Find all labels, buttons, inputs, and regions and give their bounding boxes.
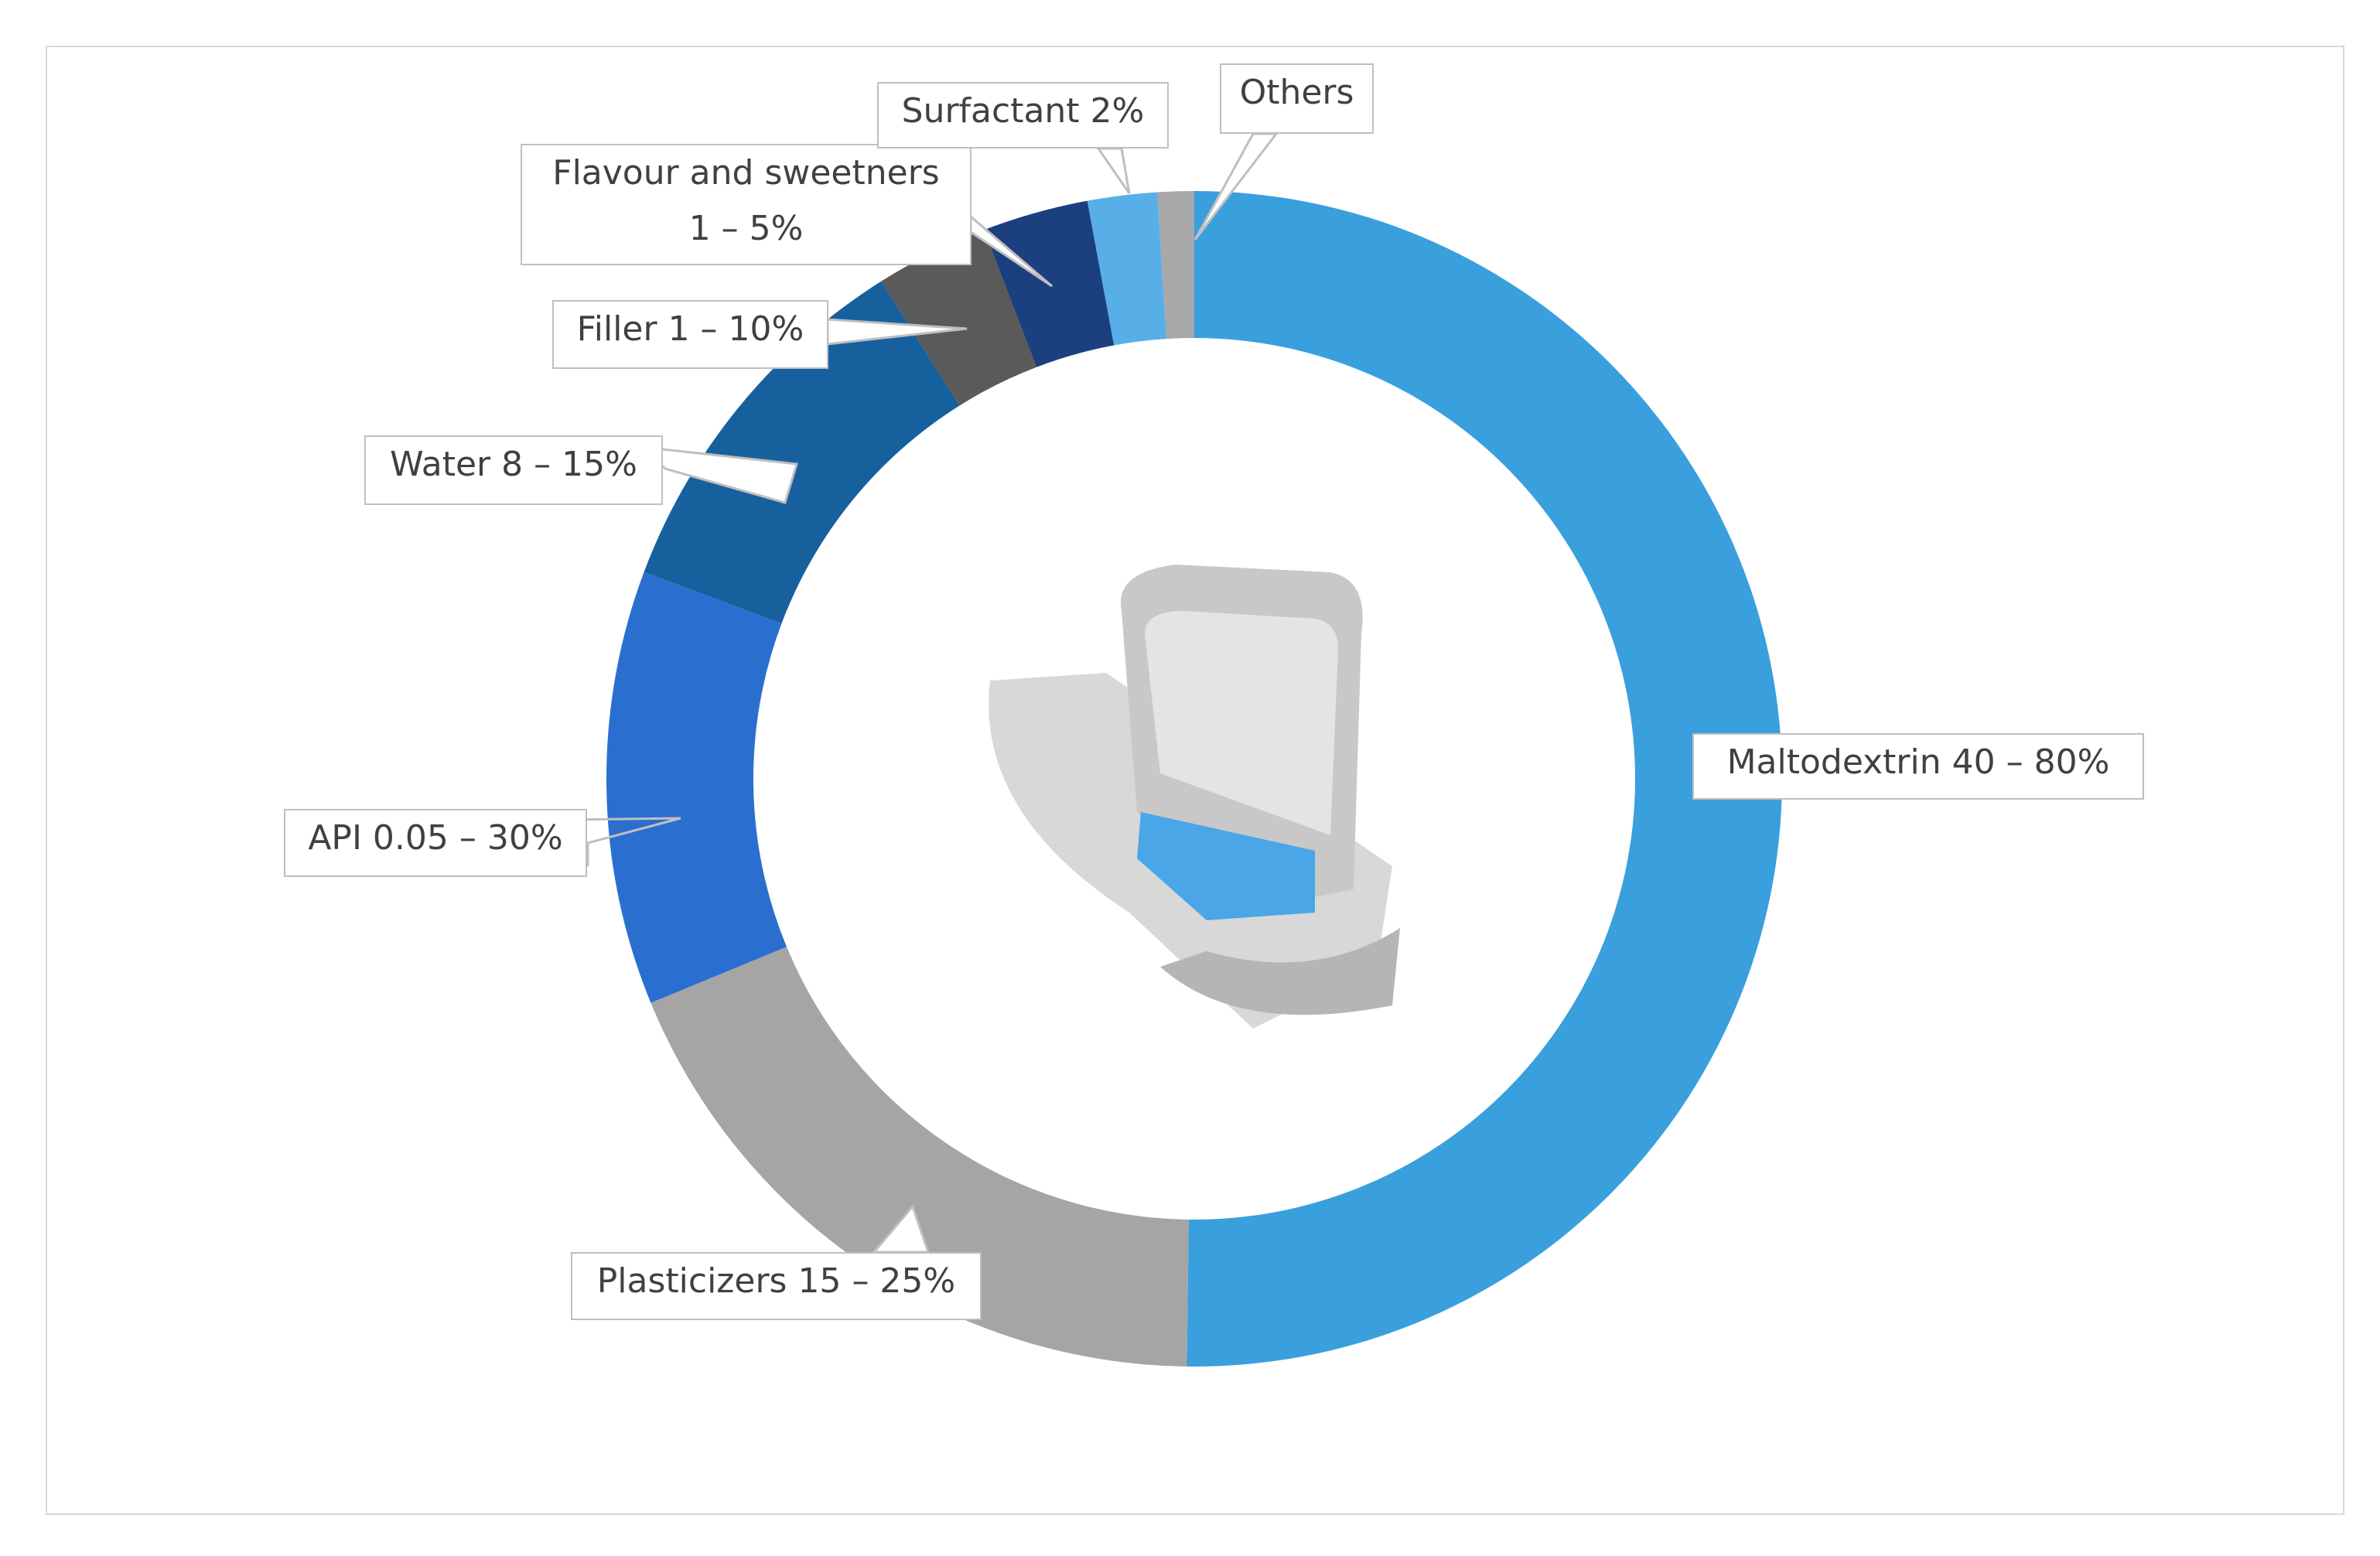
donut-slice — [644, 281, 960, 624]
donut-slice — [1187, 191, 1783, 1367]
data-label: Surfactant 2% — [877, 82, 1169, 148]
donut-slice — [606, 572, 787, 1003]
donut-slice — [881, 230, 1037, 406]
data-label: Maltodextrin 40 – 80% — [1692, 733, 2144, 800]
data-label: API 0.05 – 30% — [284, 809, 587, 877]
chart-frame — [46, 46, 2344, 1515]
data-label: Water 8 – 15% — [364, 435, 663, 505]
pointer — [1096, 147, 1131, 194]
donut-slice — [1157, 191, 1194, 340]
data-label: Others — [1220, 63, 1374, 134]
data-label: Plasticizers 15 – 25% — [571, 1252, 982, 1320]
data-label: Flavour and sweetners 1 – 5% — [521, 144, 971, 265]
data-label: Filler 1 – 10% — [552, 300, 828, 369]
donut-slice — [650, 947, 1189, 1367]
pointer — [1193, 132, 1279, 241]
film-illustration — [989, 565, 1400, 1029]
pointer — [562, 817, 681, 867]
slices — [606, 191, 1783, 1367]
donut-slice — [1087, 192, 1167, 346]
